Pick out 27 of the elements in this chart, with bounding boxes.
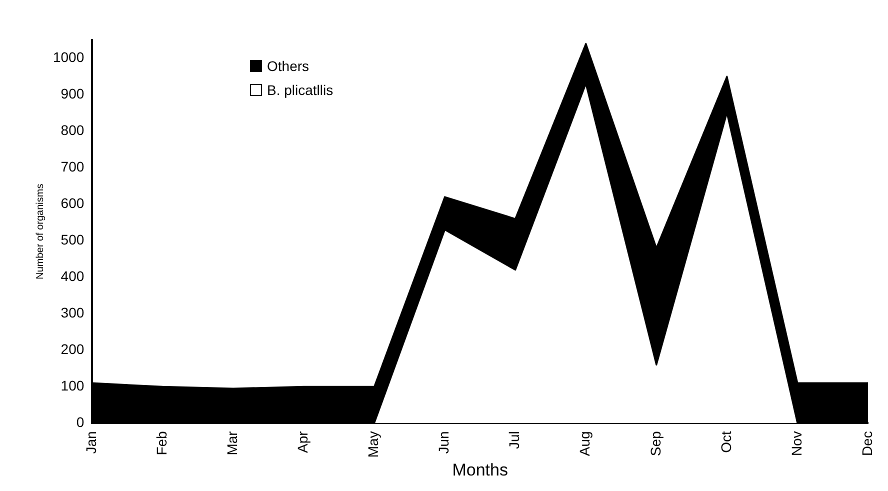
x-tick-label: Feb [154, 430, 170, 456]
legend-label: Others [266, 58, 310, 74]
y-tick-label: 700 [60, 158, 84, 175]
x-tick-label: Jul [506, 431, 522, 450]
y-tick-label: 400 [60, 268, 84, 284]
y-tick-label: 300 [60, 304, 84, 321]
y-axis-title: Number of organisms [34, 184, 46, 280]
y-tick-label: 800 [60, 122, 84, 138]
x-tick-label: Apr [294, 430, 311, 453]
x-tick-label: Mar [224, 430, 240, 456]
x-tick-label: Jan [83, 431, 100, 454]
x-tick-label: Aug [576, 431, 593, 456]
x-axis-title: Months [452, 460, 508, 480]
y-tick-label: 200 [60, 341, 84, 358]
y-tick-label: 900 [60, 86, 84, 102]
y-tick-label: 500 [60, 232, 84, 248]
y-tick-label: 100 [60, 378, 84, 394]
legend-label: B. plicatllis [266, 82, 334, 98]
x-tick-label: Jun [436, 431, 452, 454]
x-tick-label: Oct [718, 431, 734, 453]
x-tick-label: Sep [647, 430, 664, 456]
x-tick-label: May [365, 431, 382, 458]
y-tick-label: 1000 [52, 49, 84, 66]
y-tick-label: 0 [76, 414, 84, 430]
y-tick-label: 600 [60, 195, 84, 212]
x-tick-label: Nov [788, 431, 804, 456]
x-tick-label: Dec [858, 431, 875, 456]
